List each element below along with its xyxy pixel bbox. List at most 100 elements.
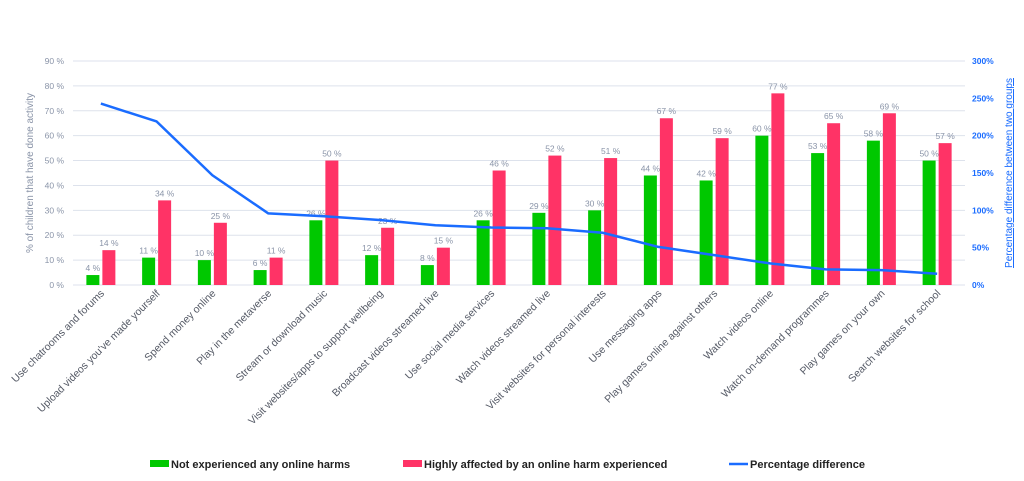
data-label: 30 % [585,198,605,208]
bar-not-experienced [532,212,546,285]
y-tick-label: 10 % [45,255,65,265]
legend: Not experienced any online harms Highly a… [150,459,865,471]
data-label: 51 % [601,146,621,156]
data-label: 15 % [434,236,454,246]
legend-label: Percentage difference [750,459,865,471]
y2-tick-label: 300% [972,56,994,66]
bar-not-experienced [922,160,936,285]
y-axis-left: 0 % 10 % 20 % 30 % 40 % 50 % 60 % 70 % 80 % 90 % [45,56,65,290]
bars: 4 % 11 % 10 % 6 % 26 % 12 % 8 % 26 % 29 % 30 % 44 … [86,81,955,286]
percentage-difference-line [100,102,938,276]
y-axis-title: % of children that have done activity [25,93,36,253]
bar-not-experienced [253,270,267,285]
bar-highly-affected [715,138,729,285]
x-tick-label: Broadcast videos streamed live [330,288,442,400]
bar-not-experienced [588,210,602,285]
bar-not-experienced [811,153,825,285]
y-tick-label: 50 % [45,156,65,166]
bar-highly-affected [548,155,562,285]
y2-tick-label: 250% [972,93,994,103]
bar-highly-affected [604,158,618,285]
data-label: 65 % [824,111,844,121]
data-label: 60 % [752,124,772,134]
data-label: 59 % [712,126,732,136]
y-tick-label: 40 % [45,180,65,190]
x-tick-label: Use chatrooms and forums [9,288,107,386]
y-tick-label: 60 % [45,131,65,141]
data-label: 50 % [919,149,939,159]
bar-highly-affected [102,250,116,285]
bar-not-experienced [699,180,713,285]
x-tick-label: Search websites for school [846,288,943,385]
y-tick-label: 90 % [45,56,65,66]
bar-not-experienced [866,140,880,285]
y-tick-label: 20 % [45,230,65,240]
y-tick-label: 80 % [45,81,65,91]
bar-highly-affected [882,113,896,286]
bar-not-experienced [476,220,490,285]
data-label: 26 % [306,208,326,218]
bar-highly-affected [381,227,395,285]
y-tick-label: 30 % [45,205,65,215]
y-axis-right: 0% 50% 100% 150% 200% 250% 300% [972,56,994,290]
bar-highly-affected [827,123,841,285]
data-label: 44 % [641,163,661,173]
data-label: 25 % [211,211,231,221]
data-label: 14 % [99,238,119,248]
x-tick-label: Visit websites for personal interests [484,288,609,413]
data-label: 42 % [696,168,716,178]
data-label: 11 % [139,246,158,256]
data-label: 53 % [808,141,828,151]
data-label: 69 % [880,101,900,111]
data-label: 29 % [529,201,549,211]
data-label: 77 % [768,81,788,91]
bar-highly-affected [659,118,673,285]
bar-highly-affected [158,200,172,285]
y2-tick-label: 0% [972,280,985,290]
data-label: 57 % [935,131,955,141]
line-series [100,102,938,276]
x-tick-label: Stream or download music [234,288,330,384]
data-label: 11 % [267,246,286,256]
bar-highly-affected [213,222,227,285]
bar-not-experienced [420,265,434,285]
bar-not-experienced [86,275,100,285]
data-label: 10 % [195,248,215,258]
legend-label: Not experienced any online harms [171,459,350,471]
bar-not-experienced [365,255,379,285]
legend-label: Highly affected by an online harm experi… [424,459,667,471]
data-label: 6 % [253,258,268,268]
data-label: 26 % [473,208,493,218]
y2-tick-label: 100% [972,205,994,215]
x-tick-label: Upload videos you've made yourself [35,288,163,416]
data-label: 4 % [86,263,101,273]
data-label: 58 % [864,129,884,139]
bar-not-experienced [643,175,657,285]
data-label: 50 % [322,149,342,159]
x-tick-label: Use social media services [403,288,497,382]
data-label: 67 % [657,106,677,116]
bar-highly-affected [436,247,450,285]
bar-not-experienced [755,135,769,285]
y2-tick-label: 200% [972,131,994,141]
x-tick-label: Watch on-demand programmes [719,288,832,401]
bar-not-experienced [309,220,323,285]
bar-highly-affected [269,257,283,285]
y2-tick-label: 150% [972,168,994,178]
data-label: 8 % [420,253,435,263]
x-tick-label: Watch videos streamed live [454,288,553,387]
bar-highly-affected [771,93,785,285]
x-tick-label: Play games online against others [602,288,720,406]
y-tick-label: 0 % [49,280,64,290]
legend-swatch [150,460,169,467]
bar-highly-affected [325,160,339,285]
y2-tick-label: 50% [972,243,989,253]
y2-axis-title: Percentage difference between two groups [1004,78,1015,268]
legend-swatch [403,460,422,467]
bar-highly-affected [938,143,952,285]
data-label: 34 % [155,188,175,198]
bar-not-experienced [142,257,156,285]
bar-not-experienced [197,260,211,285]
